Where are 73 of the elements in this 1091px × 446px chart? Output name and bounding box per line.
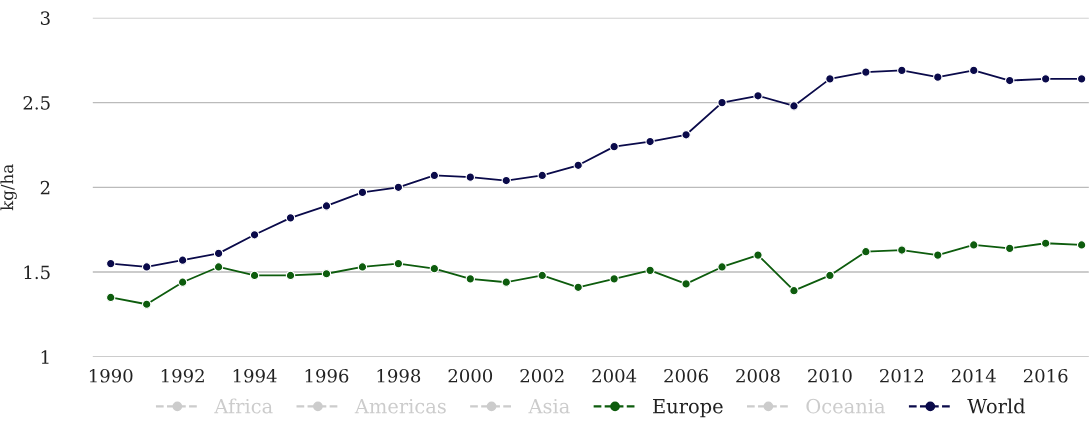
point [861,67,871,77]
x-tick-label: 2000 [448,368,493,383]
point [969,240,979,250]
x-tick-label: 2016 [1023,368,1068,383]
x-tick-label: 2006 [664,368,708,383]
point [177,277,188,287]
point [933,250,943,260]
point [789,285,799,296]
x-tick-label: 1990 [89,368,133,383]
point [933,72,943,82]
point [861,247,871,257]
point [825,270,835,281]
point [285,270,296,281]
point [141,299,152,309]
point [969,65,979,76]
point [1040,74,1051,84]
point [357,187,368,198]
point [681,279,691,289]
point [429,170,440,181]
x-tick-label: 1996 [305,368,349,383]
point [609,274,619,284]
point [789,101,799,111]
legend-label: World [967,398,1026,414]
point [573,160,583,171]
point [213,262,224,272]
y-axis-title: kg/ha [0,164,17,211]
y-tick-label: 1.5 [24,265,50,280]
point [321,201,332,211]
point [357,262,368,272]
point [753,91,763,101]
point [285,213,296,223]
point [141,262,152,272]
legend-label: Europe [653,399,723,418]
y-tick-label: 2.5 [23,96,50,110]
x-tick-label: 2004 [592,368,637,383]
point [1040,238,1051,248]
point [717,262,727,272]
y-tick-label: 2 [40,180,50,195]
point [573,282,583,293]
y-tick-label: 3 [40,11,50,25]
x-tick-label: 2014 [952,368,996,383]
x-tick-label: 2012 [880,368,924,383]
point [825,74,835,84]
point [177,255,188,265]
point [429,263,440,274]
point [249,270,260,281]
y-tick-label: 1 [41,350,49,364]
x-tick-label: 1998 [377,368,421,383]
point [753,250,763,260]
point [897,245,907,255]
point [537,270,547,281]
x-tick-label: 1994 [233,368,277,383]
point [465,172,476,182]
point [213,248,224,259]
x-tick-label: 2010 [808,368,852,383]
point [1076,240,1087,250]
point [501,175,511,186]
point [681,130,691,140]
point [321,269,332,279]
point [393,182,404,193]
point [105,292,116,303]
x-tick-label: 2008 [736,368,780,383]
point [645,265,655,276]
point [1004,243,1015,254]
x-tick-label: 2002 [520,368,564,383]
point [1076,74,1087,84]
point [609,141,619,152]
point [537,170,547,181]
point [249,230,260,240]
x-tick-label: 1992 [161,368,204,383]
point [501,277,511,287]
point [465,274,476,284]
point [897,65,907,76]
